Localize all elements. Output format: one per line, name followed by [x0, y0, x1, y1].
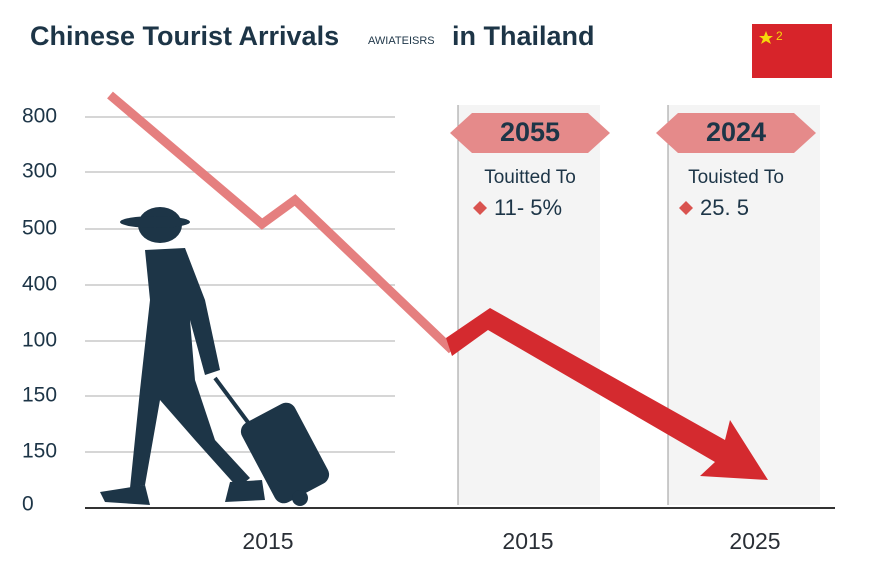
- y-label: 100: [22, 329, 57, 352]
- flag: [752, 24, 832, 78]
- panel-year: 2024: [706, 117, 766, 147]
- panel-value: 11- 5%: [494, 195, 562, 220]
- panel-label: Touitted To: [484, 167, 576, 188]
- y-label: 300: [22, 160, 57, 183]
- bullet: [473, 201, 487, 215]
- panel-year: 2055: [500, 117, 560, 147]
- trend-arrow: [446, 308, 768, 480]
- y-label: 0: [22, 493, 34, 516]
- flag-label: 2: [776, 29, 783, 43]
- x-label: 2025: [729, 528, 780, 554]
- y-label: 400: [22, 273, 57, 296]
- y-label: 150: [22, 384, 57, 407]
- flag-star: [759, 31, 773, 44]
- year-badge: [450, 113, 610, 153]
- year-badge: [656, 113, 816, 153]
- traveler: [100, 207, 330, 506]
- x-label: 2015: [242, 528, 293, 554]
- panel-bg: [458, 105, 600, 505]
- x-label: 2015: [502, 528, 553, 554]
- bullet: [679, 201, 693, 215]
- trend-line: [107, 91, 456, 354]
- title-small: AWIATEISRS: [368, 35, 435, 47]
- panel-value: 25. 5: [700, 195, 749, 220]
- title-start: Chinese Tourist Arrivals: [30, 21, 339, 51]
- title-end: in Thailand: [452, 21, 595, 51]
- y-label: 500: [22, 217, 57, 240]
- y-label: 150: [22, 440, 57, 463]
- y-label: 800: [22, 105, 57, 128]
- panel-label: Touisted To: [688, 167, 784, 188]
